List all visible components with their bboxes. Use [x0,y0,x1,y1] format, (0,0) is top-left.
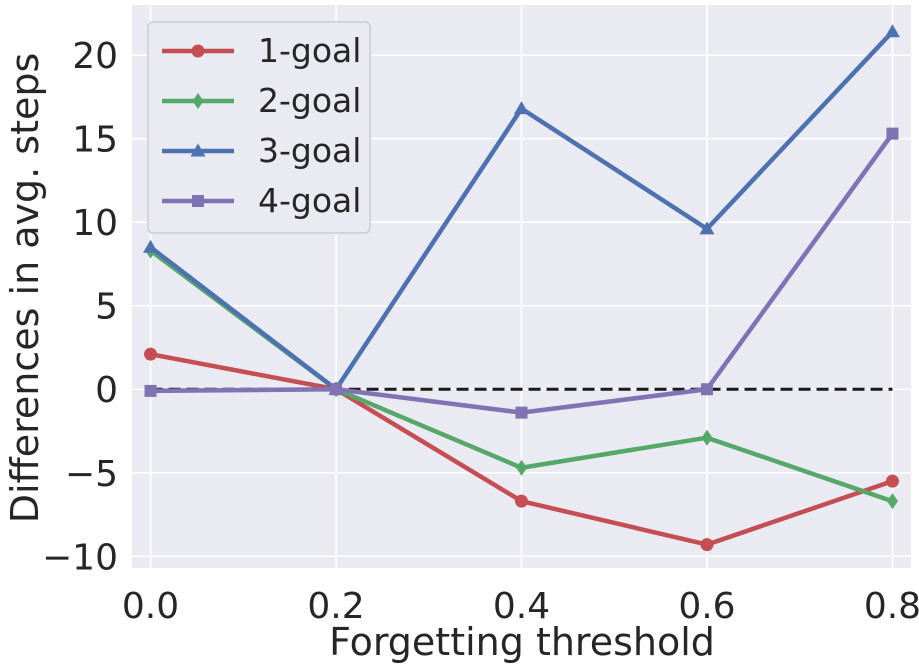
data-point-4-goal [330,383,343,396]
legend-entry-3-goal: 3-goal [162,131,361,170]
data-point-4-goal [144,384,157,397]
x-tick-label: 0.4 [493,586,550,627]
y-tick-label: 20 [72,36,118,77]
legend-label: 3-goal [258,131,361,170]
legend-label: 2-goal [258,81,361,120]
x-tick-label: 0.2 [307,586,364,627]
series-layer [143,24,900,552]
legend-entry-1-goal: 1-goal [162,31,361,70]
y-tick-label: 15 [72,120,118,161]
x-axis-label: Forgetting threshold [329,620,715,664]
data-point-1-goal [515,494,528,508]
legend-marker [191,44,205,58]
data-point-4-goal [515,406,528,419]
legend-entry-4-goal: 4-goal [162,181,361,220]
data-point-4-goal [886,127,899,140]
series-1-goal [144,347,899,552]
legend-entry-2-goal: 2-goal [162,81,361,120]
data-point-1-goal [885,474,899,488]
legend-marker [190,143,206,157]
y-tick-label: −10 [42,537,118,578]
data-point-2-goal [701,429,713,446]
data-point-3-goal [699,221,715,235]
data-point-1-goal [144,347,158,361]
data-point-1-goal [700,538,714,552]
data-point-2-goal [886,493,898,510]
y-axis-label: Differences in avg. steps [3,53,47,524]
data-point-4-goal [700,383,713,396]
legend-label: 4-goal [258,181,361,220]
y-tick-label: 10 [72,203,118,244]
legend-box [147,21,371,234]
x-tick-label: 0.0 [122,586,179,627]
data-point-3-goal [143,239,159,253]
data-point-3-goal [514,101,529,115]
series-4-goal [144,127,899,419]
data-point-3-goal [884,24,900,38]
legend-marker [192,93,204,109]
x-tick-label: 0.8 [864,586,919,627]
x-tick-label: 0.6 [678,586,735,627]
y-tick-label: 0 [95,370,118,411]
legend: 1-goal 2-goal 3-goal 4-goal [147,21,371,234]
y-tick-label: 5 [95,287,118,328]
legend-marker [192,195,204,207]
legend-label: 1-goal [258,31,361,70]
tick-labels: 0.0 0.2 0.4 0.6 0.8 −10 −5 0 5 10 15 20 [42,36,919,627]
data-point-2-goal [516,459,527,476]
y-tick-label: −5 [65,454,118,495]
